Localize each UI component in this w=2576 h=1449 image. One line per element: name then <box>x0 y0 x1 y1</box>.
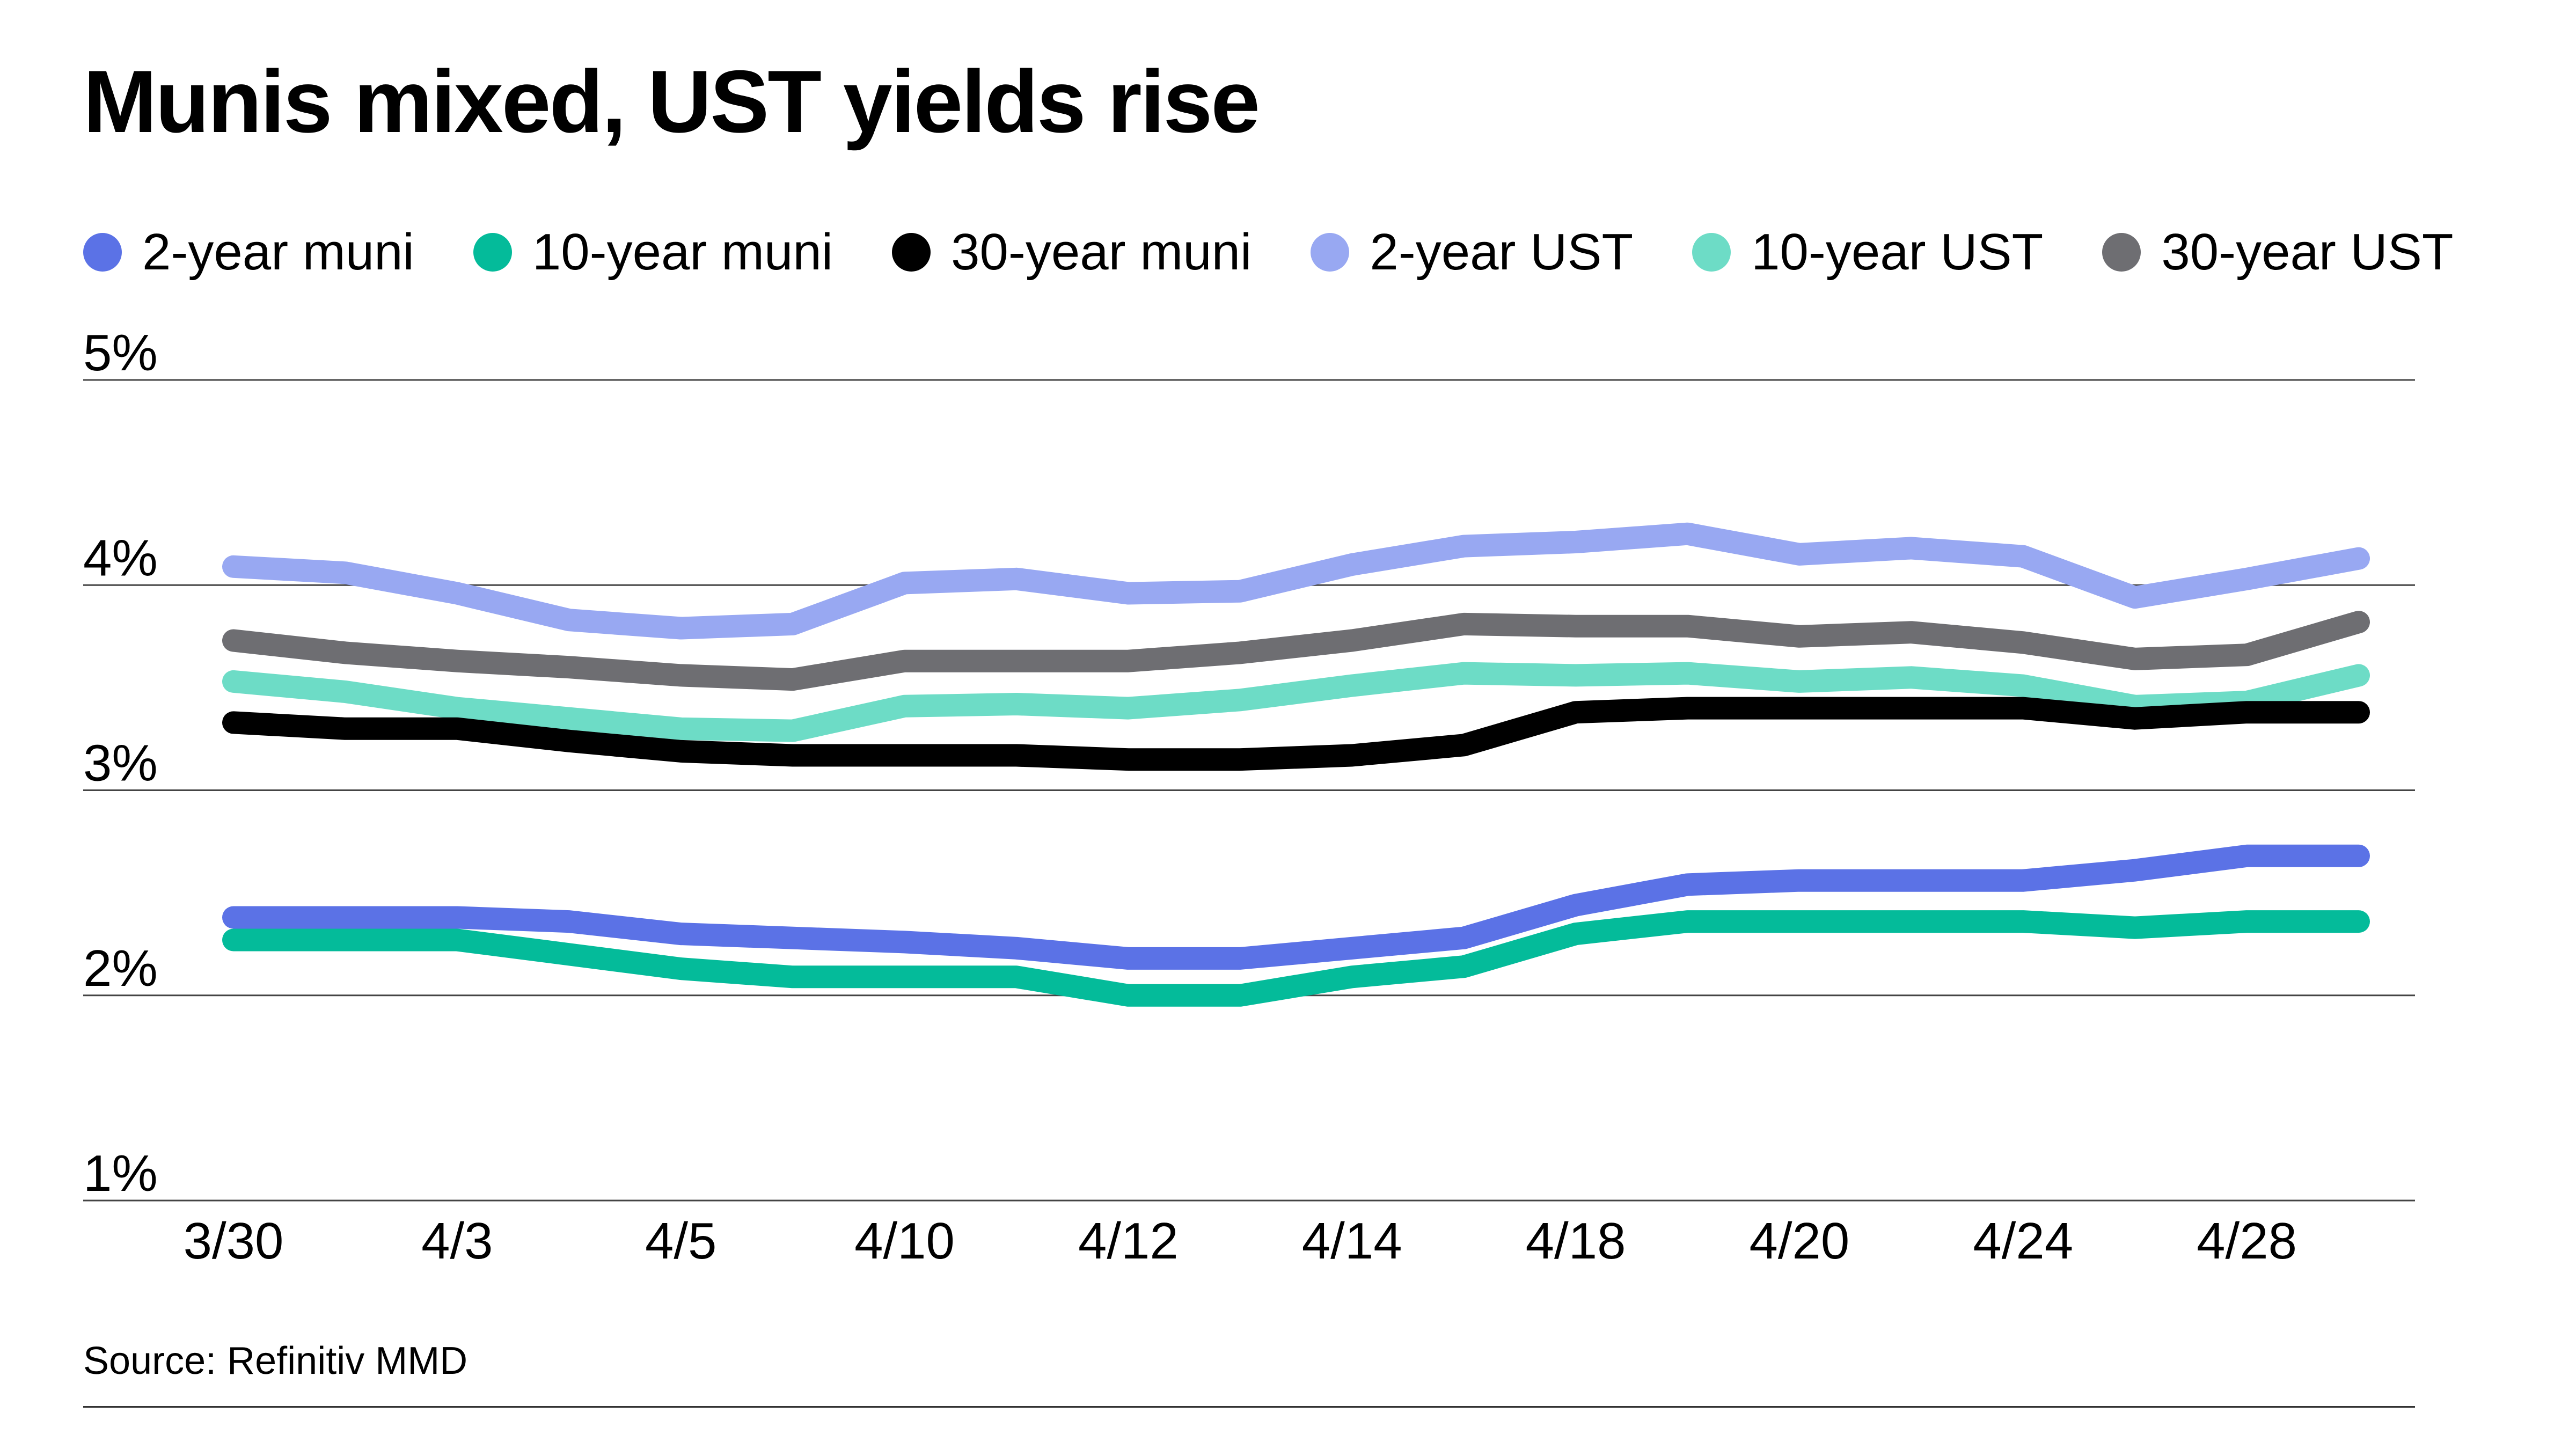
y-tick-label: 5% <box>83 324 158 382</box>
series-line-10-year-muni <box>222 910 2370 1007</box>
legend-item: 2-year UST <box>1311 223 1633 282</box>
series-line-30-year-ust <box>222 611 2370 691</box>
x-tick-label: 4/20 <box>1749 1212 1849 1270</box>
legend-swatch <box>892 233 931 272</box>
legend-label: 30-year muni <box>951 223 1252 281</box>
legend-swatch <box>1692 233 1731 272</box>
y-tick-label: 1% <box>83 1145 158 1202</box>
x-tick-label: 4/14 <box>1302 1212 1402 1270</box>
legend-label: 10-year muni <box>532 223 833 281</box>
series-line-10-year-ust <box>222 662 2370 742</box>
x-tick-label: 4/3 <box>421 1212 493 1270</box>
legend-label: 2-year muni <box>142 223 414 281</box>
x-tick-label: 3/30 <box>184 1212 284 1270</box>
y-tick-label: 4% <box>83 529 158 587</box>
x-tick-label: 4/10 <box>854 1212 955 1270</box>
series-line-2-year-muni <box>222 844 2370 970</box>
legend-item: 2-year muni <box>83 223 414 282</box>
x-tick-label: 4/28 <box>2197 1212 2297 1270</box>
chart-title: Munis mixed, UST yields rise <box>83 52 1260 151</box>
x-tick-label: 4/24 <box>1973 1212 2073 1270</box>
series-line-2-year-ust <box>222 522 2370 640</box>
legend-swatch <box>83 233 122 272</box>
series-line-30-year-muni <box>222 697 2370 771</box>
x-tick-label: 4/5 <box>645 1212 716 1270</box>
x-tick-label: 4/12 <box>1078 1212 1179 1270</box>
source-note: Source: Refinitiv MMD <box>83 1340 468 1382</box>
legend-item: 30-year muni <box>892 223 1252 282</box>
bottom-divider <box>83 1406 2415 1408</box>
legend: 2-year muni 10-year muni 30-year muni 2-yea… <box>83 223 2453 282</box>
y-tick-label: 3% <box>83 735 158 792</box>
x-tick-label: 4/18 <box>1526 1212 1626 1270</box>
legend-swatch <box>2102 233 2141 272</box>
legend-label: 30-year UST <box>2161 223 2454 281</box>
legend-item: 30-year UST <box>2102 223 2453 282</box>
legend-swatch <box>1311 233 1350 272</box>
legend-swatch <box>473 233 512 272</box>
y-tick-label: 2% <box>83 940 158 997</box>
legend-item: 10-year UST <box>1692 223 2043 282</box>
legend-label: 10-year UST <box>1751 223 2044 281</box>
legend-item: 10-year muni <box>473 223 833 282</box>
legend-label: 2-year UST <box>1370 223 1634 281</box>
